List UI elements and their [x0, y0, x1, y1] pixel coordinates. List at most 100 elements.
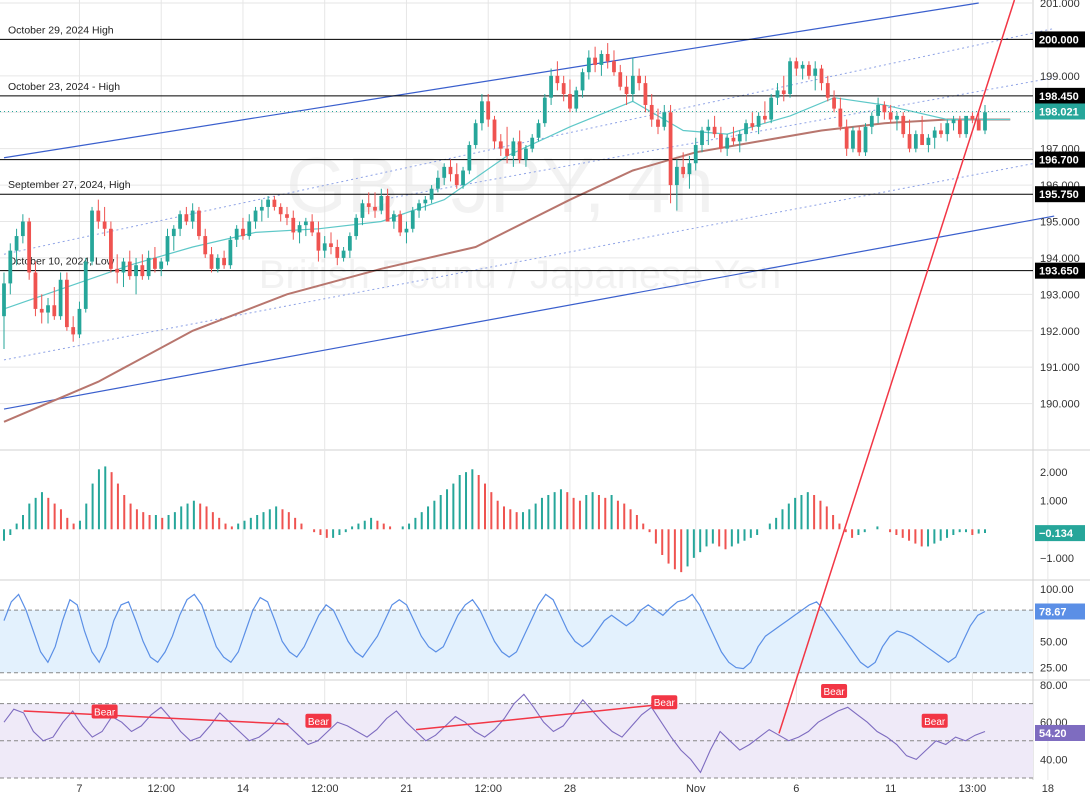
bear-label-badge [921, 713, 948, 728]
candle-body [844, 126, 849, 149]
candle-body [580, 72, 585, 91]
stochastic-pane: 100.00 50.00 25.00 78.67 [0, 584, 1085, 675]
candle-body [907, 134, 912, 149]
candle-body [687, 163, 692, 175]
price-tick-label: 195.000 [1040, 217, 1080, 229]
price-tick-label: 193.000 [1040, 289, 1080, 301]
candle-body [524, 148, 528, 160]
candle-body [775, 90, 780, 98]
candle-body [825, 83, 830, 98]
candle-body [939, 130, 943, 135]
candle-body [90, 210, 94, 262]
bear-label-badge [305, 713, 332, 728]
time-tick-label: 12:00 [147, 783, 175, 795]
bear-divergence-line [778, 0, 1016, 734]
candle-body [744, 123, 748, 135]
candle-body [146, 257, 151, 277]
candle-body [467, 145, 472, 171]
rsi-current-tag [1035, 724, 1085, 741]
candle-body [159, 261, 164, 269]
candle-body [429, 188, 434, 200]
candle-body [901, 115, 906, 135]
candle-body [366, 203, 371, 207]
level-note: October 10, 2024, Low [8, 256, 115, 268]
candle-body [913, 134, 918, 149]
candle-body [335, 246, 340, 258]
candle-body [64, 279, 69, 328]
candle-body [379, 196, 384, 211]
current-price-label: 198.021 [1039, 106, 1079, 118]
candle-body [624, 86, 629, 95]
candle-body [882, 104, 887, 113]
time-tick-label: 7 [76, 783, 82, 795]
candle-body [530, 137, 535, 149]
candle-body [347, 236, 352, 251]
candle-body [763, 115, 767, 120]
candle-body [511, 141, 516, 156]
watermark-name: British Pound / Japanese Yen [259, 253, 782, 297]
candle-body [404, 228, 409, 233]
price-tick-label: 199.000 [1040, 71, 1080, 83]
candle-body [360, 203, 365, 218]
candle-body [303, 221, 308, 226]
candle-body [612, 61, 616, 73]
stoch-line [3, 593, 986, 670]
candle-body [203, 236, 208, 255]
candle-body [983, 112, 987, 131]
candle-body [976, 119, 981, 131]
channel-inner-upper-dotted-line [381, 77, 1055, 201]
candle-body [209, 254, 214, 269]
candle-body [354, 217, 359, 237]
candle-body [932, 130, 937, 138]
candle-body [649, 104, 654, 120]
level-price-label: 193.650 [1039, 266, 1079, 278]
candle-body [788, 61, 792, 95]
time-tick-label: 12:00 [474, 783, 502, 795]
candle-body [888, 112, 893, 120]
candle-body [253, 210, 258, 222]
candle-body [58, 279, 63, 317]
candle-body [291, 217, 296, 233]
price-tick-label: 192.000 [1040, 326, 1080, 338]
rsi-current-label: 54.20 [1039, 728, 1067, 740]
time-tick-label: 13:00 [959, 783, 987, 795]
horizontal-levels: October 29, 2024 High October 23, 2024 - … [0, 24, 1033, 272]
candle-body [706, 126, 711, 131]
candle-body [165, 236, 170, 262]
price-tick-label: 201.000 [1040, 0, 1080, 10]
time-axis[interactable]: 7 12:00 14 12:00 21 12:00 28 Nov 6 11 13:00 18 [76, 783, 1054, 795]
candle-body [807, 64, 811, 76]
ema-slow-line [3, 118, 1011, 423]
macd-tick-label: −1.000 [1040, 553, 1074, 565]
time-tick-label: 18 [1042, 783, 1054, 795]
candle-body [561, 83, 566, 95]
candle-body [637, 75, 642, 84]
candle-body [700, 130, 704, 146]
channel-lower-line [3, 215, 1055, 410]
candle-body [643, 83, 648, 105]
candle-body [197, 210, 201, 237]
candle-body [693, 145, 698, 164]
candle-body [190, 210, 195, 222]
candle-body [756, 115, 761, 127]
candle-body [480, 101, 484, 124]
candle-body [542, 97, 547, 124]
price-axis[interactable]: 190.000 191.000 192.000 193.000 194.000 195.0… [1035, 0, 1085, 411]
bear-label-text: Bear [924, 717, 946, 728]
candle-body [957, 119, 962, 135]
time-tick-label: 6 [793, 783, 799, 795]
candle-body [718, 134, 723, 149]
price-tick-label: 191.000 [1040, 362, 1080, 374]
candle-body [127, 261, 132, 277]
candle-body [184, 214, 189, 222]
candle-body [341, 250, 346, 258]
candle-body [153, 257, 157, 269]
bear-label-text: Bear [308, 717, 330, 728]
candle-body [373, 206, 377, 211]
time-tick-label: 28 [564, 783, 576, 795]
level-note: October 23, 2024 - High [8, 81, 120, 93]
level-price-label: 195.750 [1039, 189, 1079, 201]
candle-body [838, 108, 843, 127]
macd-tick-label: 1.000 [1040, 496, 1068, 508]
candle-body [278, 206, 283, 215]
